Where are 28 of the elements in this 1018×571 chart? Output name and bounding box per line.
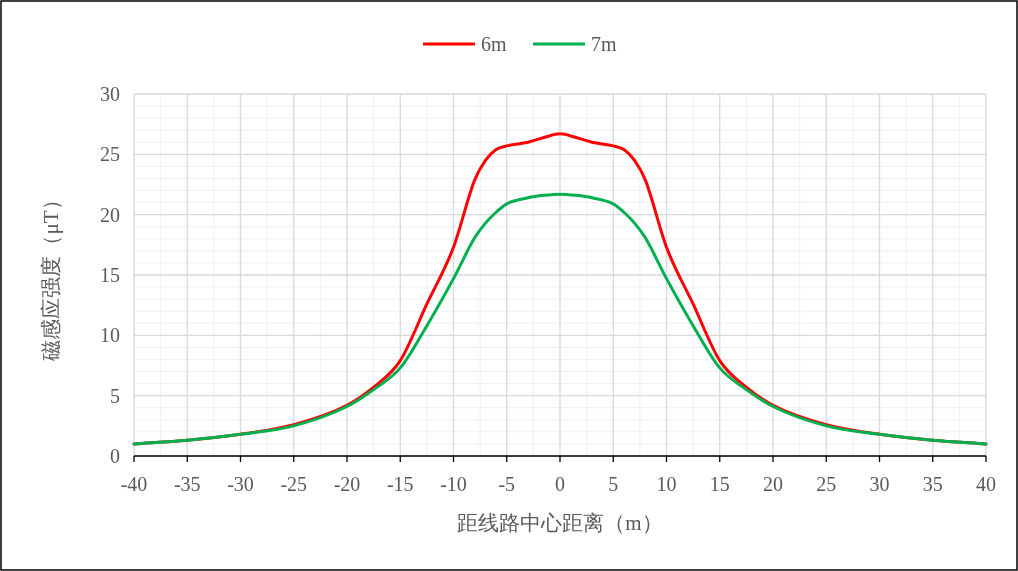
x-axis-title: 距线路中心距离（m） (457, 511, 663, 535)
x-tick-label: -25 (280, 473, 308, 495)
x-tick-label: 35 (922, 473, 943, 495)
x-tick-label: 0 (555, 473, 565, 495)
x-tick-label: 40 (976, 473, 996, 495)
x-tick-label: -30 (227, 473, 254, 495)
x-tick-label: -35 (173, 473, 201, 495)
x-tick-label: -10 (440, 473, 467, 495)
x-tick-label: -20 (333, 473, 361, 495)
y-tick-label: 20 (100, 203, 120, 226)
y-tick-label: 5 (110, 384, 120, 407)
x-tick-label: 15 (709, 473, 730, 495)
x-tick-label: -15 (386, 473, 414, 495)
y-tick-label: 25 (100, 143, 120, 166)
legend-label: 6m (481, 33, 507, 55)
x-tick-label: -5 (498, 473, 516, 495)
y-axis-title: 磁感应强度（μT） (39, 189, 63, 362)
x-tick-label: 10 (656, 473, 677, 495)
x-tick-label: 25 (816, 473, 837, 495)
x-tick-label: 5 (608, 473, 619, 495)
y-tick-label: 0 (110, 445, 120, 467)
legend-label: 7m (591, 33, 617, 55)
y-tick-label: 10 (100, 324, 120, 347)
x-tick-label: -40 (120, 473, 148, 495)
x-tick-label: 30 (869, 473, 890, 495)
x-tick-label: 20 (763, 473, 783, 495)
y-tick-label: 30 (100, 83, 120, 105)
y-tick-label: 15 (100, 264, 120, 286)
